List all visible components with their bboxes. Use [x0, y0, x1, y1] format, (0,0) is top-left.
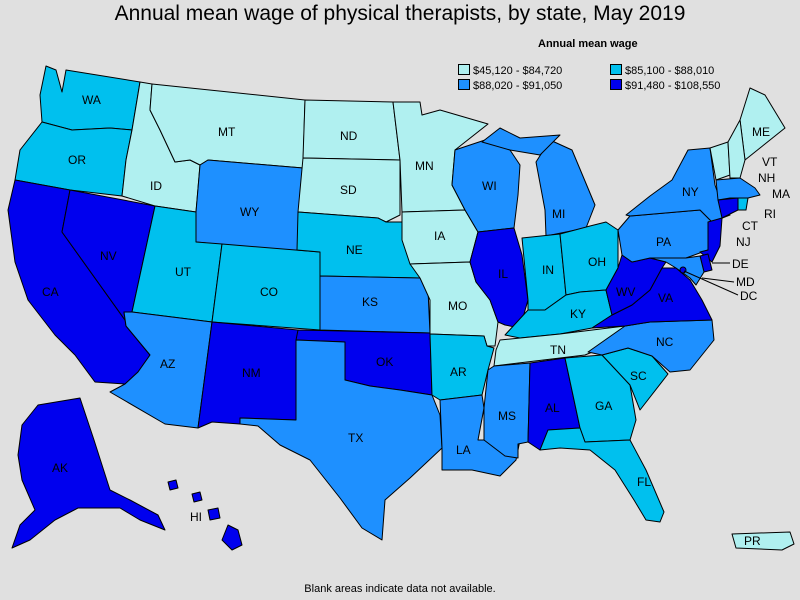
state-LA[interactable]: [439, 394, 521, 477]
state-DC[interactable]: [679, 266, 687, 274]
state-label: NC: [656, 335, 674, 349]
state-label: FL: [637, 475, 651, 489]
state-label: DC: [740, 289, 758, 303]
state-label: TX: [348, 431, 363, 445]
state-label: CT: [742, 219, 759, 233]
state-label: NM: [242, 366, 261, 380]
state-NH[interactable]: [727, 119, 746, 179]
state-label: KY: [570, 307, 586, 321]
state-label: NY: [682, 185, 699, 199]
state-RI[interactable]: [737, 197, 749, 211]
state-label: TN: [550, 343, 566, 357]
state-label: ND: [340, 129, 358, 143]
state-label: NE: [346, 243, 363, 257]
state-label: GA: [595, 399, 612, 413]
state-CT[interactable]: [717, 197, 739, 219]
state-MA[interactable]: [715, 177, 761, 201]
state-label: RI: [764, 207, 776, 221]
state-HI-big[interactable]: [221, 524, 243, 551]
state-PR[interactable]: [731, 531, 795, 551]
state-ME[interactable]: [739, 87, 786, 161]
state-label: NH: [758, 171, 775, 185]
legend-swatch: [458, 79, 470, 90]
state-label: UT: [175, 265, 192, 279]
map-title: Annual mean wage of physical therapists,…: [114, 2, 686, 25]
state-label: OK: [376, 355, 393, 369]
legend-label: $91,480 - $108,550: [625, 80, 721, 92]
state-FL[interactable]: [539, 427, 665, 523]
state-label: HI: [190, 510, 202, 524]
state-label: KS: [362, 295, 378, 309]
state-label: ME: [752, 125, 770, 139]
state-label: MN: [415, 159, 434, 173]
state-label: LA: [456, 443, 471, 457]
state-label: PA: [656, 235, 671, 249]
state-label: CA: [42, 285, 59, 299]
state-MD[interactable]: [649, 255, 705, 286]
state-label: AR: [450, 365, 467, 379]
state-label: ID: [150, 179, 162, 193]
state-label: IN: [542, 263, 554, 277]
state-label: OR: [68, 153, 86, 167]
state-label: IL: [498, 267, 508, 281]
state-label: IA: [434, 229, 445, 243]
legend-title: Annual mean wage: [538, 38, 638, 50]
state-HI-kauai[interactable]: [167, 479, 179, 491]
state-label: DE: [732, 257, 749, 271]
legend-item-1: $45,120 - $84,720: [458, 64, 562, 77]
state-label: MS: [498, 409, 516, 423]
state-HI-oahu[interactable]: [191, 491, 203, 503]
state-IL[interactable]: [469, 227, 529, 329]
legend-label: $88,020 - $91,050: [473, 80, 563, 92]
state-label: AZ: [160, 357, 175, 371]
legend-swatch: [458, 64, 470, 75]
state-label: AL: [545, 401, 560, 415]
state-label: PR: [744, 534, 761, 548]
state-label: NV: [100, 249, 117, 263]
legend-swatch: [610, 79, 622, 90]
legend-item-3: $88,020 - $91,050: [458, 79, 562, 92]
state-MI[interactable]: [535, 139, 596, 237]
state-label: SD: [340, 183, 357, 197]
state-KS[interactable]: [319, 275, 431, 334]
state-label: MI: [552, 207, 565, 221]
state-label: MA: [772, 187, 790, 201]
legend-item-2: $85,100 - $88,010: [610, 64, 714, 77]
state-label: SC: [630, 369, 647, 383]
state-label: WY: [240, 205, 259, 219]
state-label: VA: [658, 291, 673, 305]
state-label: OH: [588, 255, 606, 269]
state-label: VT: [762, 155, 778, 169]
state-label: MT: [218, 125, 236, 139]
state-label: WV: [616, 285, 635, 299]
state-label: WI: [482, 179, 497, 193]
state-NJ[interactable]: [699, 217, 723, 263]
state-labels: WA OR CA NV ID MT WY UT AZ CO NM ND SD N…: [42, 93, 790, 548]
state-label: MD: [736, 275, 755, 289]
legend-label: $85,100 - $88,010: [625, 65, 715, 77]
state-AK[interactable]: [11, 397, 166, 549]
state-HI-maui[interactable]: [207, 507, 221, 521]
state-label: WA: [82, 93, 101, 107]
state-label: NJ: [736, 235, 751, 249]
state-label: AK: [52, 461, 68, 475]
legend-label: $45,120 - $84,720: [473, 65, 563, 77]
state-label: CO: [260, 285, 278, 299]
footnote: Blank areas indicate data not available.: [304, 583, 496, 595]
state-TX[interactable]: [239, 339, 443, 541]
legend-swatch: [610, 64, 622, 75]
state-MI-upper[interactable]: [481, 127, 561, 156]
legend-item-4: $91,480 - $108,550: [610, 79, 720, 92]
state-label: MO: [448, 299, 467, 313]
